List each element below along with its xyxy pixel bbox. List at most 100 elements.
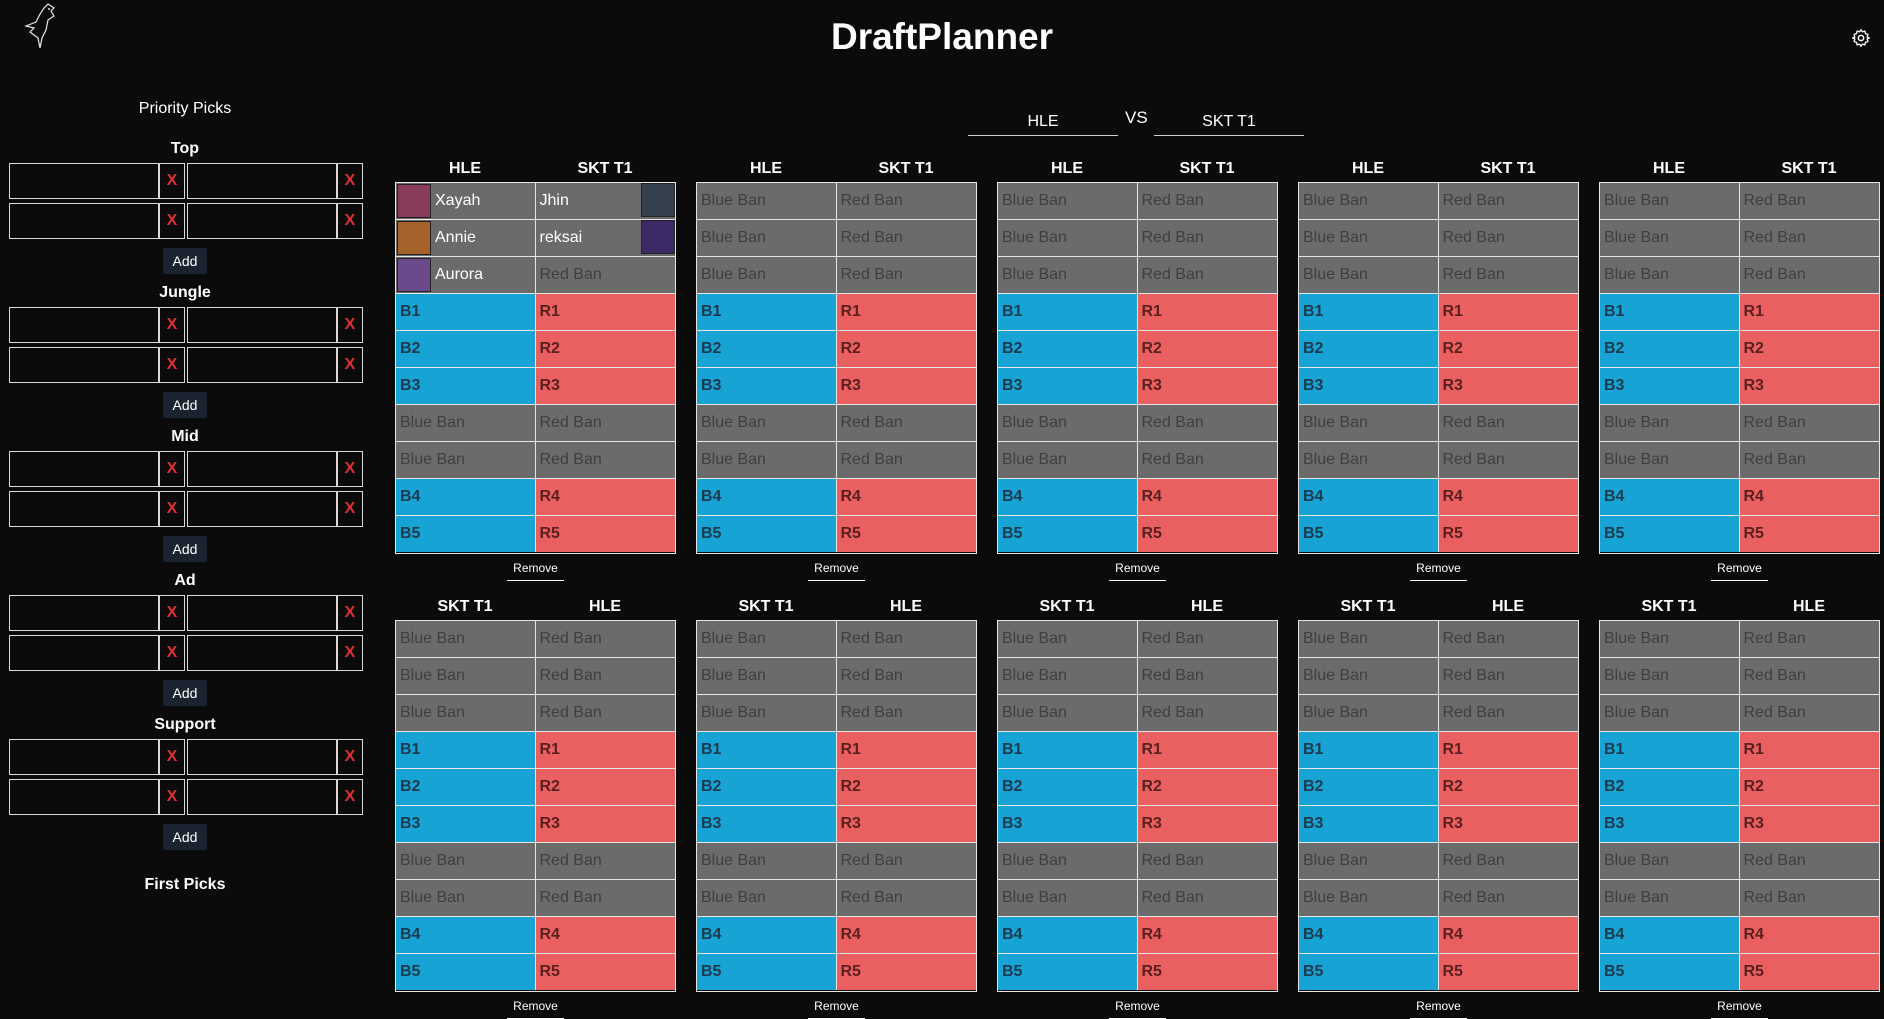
blue-pick-slot[interactable]: B2: [1299, 769, 1439, 805]
red-ban-slot[interactable]: Red Ban: [1137, 658, 1277, 694]
red-pick-slot[interactable]: R4: [1137, 479, 1277, 515]
red-pick-slot[interactable]: R1: [1137, 732, 1277, 768]
blue-ban-slot[interactable]: Blue Ban: [697, 658, 837, 694]
priority-pick-input[interactable]: [187, 491, 337, 527]
blue-ban-slot[interactable]: Blue Ban: [396, 843, 536, 879]
red-pick-slot[interactable]: R2: [1137, 331, 1277, 367]
red-ban-slot[interactable]: Red Ban: [836, 257, 976, 293]
blue-ban-slot[interactable]: Blue Ban: [1299, 405, 1439, 441]
remove-board-button[interactable]: Remove: [1711, 559, 1768, 581]
priority-pick-input[interactable]: [187, 347, 337, 383]
red-ban-slot[interactable]: Red Ban: [1739, 405, 1879, 441]
blue-ban-slot[interactable]: Blue Ban: [1600, 405, 1740, 441]
red-pick-slot[interactable]: R2: [535, 769, 675, 805]
remove-slot-button[interactable]: X: [337, 595, 363, 631]
blue-ban-slot[interactable]: Aurora: [396, 257, 536, 293]
red-pick-slot[interactable]: R4: [836, 917, 976, 953]
priority-pick-input[interactable]: [9, 163, 159, 199]
red-pick-slot[interactable]: R1: [836, 732, 976, 768]
blue-ban-slot[interactable]: Blue Ban: [998, 658, 1138, 694]
blue-ban-slot[interactable]: Blue Ban: [697, 695, 837, 731]
red-pick-slot[interactable]: R4: [1739, 479, 1879, 515]
blue-pick-slot[interactable]: B3: [396, 368, 536, 404]
red-pick-slot[interactable]: R5: [1739, 954, 1879, 990]
red-pick-slot[interactable]: R2: [1739, 769, 1879, 805]
blue-ban-slot[interactable]: Blue Ban: [396, 442, 536, 478]
blue-pick-slot[interactable]: B5: [1299, 516, 1439, 552]
priority-pick-input[interactable]: [9, 307, 159, 343]
priority-pick-input[interactable]: [187, 595, 337, 631]
blue-pick-slot[interactable]: B2: [998, 331, 1138, 367]
blue-ban-slot[interactable]: Blue Ban: [1600, 220, 1740, 256]
red-pick-slot[interactable]: R3: [535, 806, 675, 842]
red-ban-slot[interactable]: Jhin: [535, 183, 675, 219]
blue-ban-slot[interactable]: Annie: [396, 220, 536, 256]
blue-pick-slot[interactable]: B5: [697, 954, 837, 990]
blue-ban-slot[interactable]: Blue Ban: [998, 257, 1138, 293]
red-pick-slot[interactable]: R4: [836, 479, 976, 515]
red-ban-slot[interactable]: Red Ban: [535, 880, 675, 916]
red-ban-slot[interactable]: Red Ban: [1137, 257, 1277, 293]
remove-slot-button[interactable]: X: [337, 307, 363, 343]
red-pick-slot[interactable]: R2: [1438, 331, 1578, 367]
red-ban-slot[interactable]: Red Ban: [1137, 880, 1277, 916]
red-ban-slot[interactable]: Red Ban: [836, 621, 976, 657]
blue-ban-slot[interactable]: Blue Ban: [396, 695, 536, 731]
add-pick-button[interactable]: Add: [163, 248, 207, 274]
blue-ban-slot[interactable]: Blue Ban: [697, 183, 837, 219]
blue-ban-slot[interactable]: Blue Ban: [1600, 695, 1740, 731]
blue-ban-slot[interactable]: Blue Ban: [697, 880, 837, 916]
red-ban-slot[interactable]: Red Ban: [1739, 695, 1879, 731]
red-ban-slot[interactable]: Red Ban: [535, 658, 675, 694]
add-pick-button[interactable]: Add: [163, 536, 207, 562]
red-ban-slot[interactable]: Red Ban: [1739, 257, 1879, 293]
priority-pick-input[interactable]: [9, 491, 159, 527]
red-pick-slot[interactable]: R2: [535, 331, 675, 367]
red-ban-slot[interactable]: Red Ban: [1438, 442, 1578, 478]
red-pick-slot[interactable]: R2: [836, 769, 976, 805]
blue-ban-slot[interactable]: Blue Ban: [1600, 183, 1740, 219]
add-pick-button[interactable]: Add: [163, 680, 207, 706]
red-ban-slot[interactable]: Red Ban: [1739, 621, 1879, 657]
red-pick-slot[interactable]: R2: [1137, 769, 1277, 805]
red-ban-slot[interactable]: Red Ban: [1137, 405, 1277, 441]
red-ban-slot[interactable]: Red Ban: [535, 621, 675, 657]
blue-pick-slot[interactable]: B3: [998, 368, 1138, 404]
remove-slot-button[interactable]: X: [159, 307, 185, 343]
blue-pick-slot[interactable]: B4: [1600, 917, 1740, 953]
red-ban-slot[interactable]: Red Ban: [1739, 658, 1879, 694]
priority-pick-input[interactable]: [9, 779, 159, 815]
red-pick-slot[interactable]: R4: [535, 479, 675, 515]
remove-slot-button[interactable]: X: [159, 203, 185, 239]
red-pick-slot[interactable]: R1: [1739, 732, 1879, 768]
blue-pick-slot[interactable]: B1: [697, 294, 837, 330]
red-pick-slot[interactable]: R1: [1739, 294, 1879, 330]
blue-ban-slot[interactable]: Blue Ban: [396, 880, 536, 916]
blue-ban-slot[interactable]: Blue Ban: [396, 405, 536, 441]
blue-pick-slot[interactable]: B2: [998, 769, 1138, 805]
remove-slot-button[interactable]: X: [159, 739, 185, 775]
red-ban-slot[interactable]: Red Ban: [535, 695, 675, 731]
blue-pick-slot[interactable]: B1: [697, 732, 837, 768]
red-pick-slot[interactable]: R3: [1438, 368, 1578, 404]
blue-ban-slot[interactable]: Blue Ban: [697, 843, 837, 879]
blue-ban-slot[interactable]: Blue Ban: [998, 183, 1138, 219]
blue-ban-slot[interactable]: Blue Ban: [1600, 621, 1740, 657]
blue-ban-slot[interactable]: Blue Ban: [1299, 257, 1439, 293]
priority-pick-input[interactable]: [9, 203, 159, 239]
remove-slot-button[interactable]: X: [159, 163, 185, 199]
red-ban-slot[interactable]: reksai: [535, 220, 675, 256]
blue-pick-slot[interactable]: B5: [998, 516, 1138, 552]
gear-icon[interactable]: [1851, 28, 1871, 48]
remove-slot-button[interactable]: X: [337, 347, 363, 383]
red-pick-slot[interactable]: R1: [535, 294, 675, 330]
red-pick-slot[interactable]: R2: [836, 331, 976, 367]
blue-ban-slot[interactable]: Blue Ban: [697, 220, 837, 256]
remove-board-button[interactable]: Remove: [507, 997, 564, 1019]
red-pick-slot[interactable]: R1: [535, 732, 675, 768]
blue-pick-slot[interactable]: B4: [998, 479, 1138, 515]
blue-pick-slot[interactable]: B2: [697, 769, 837, 805]
priority-pick-input[interactable]: [187, 163, 337, 199]
red-pick-slot[interactable]: R1: [1438, 732, 1578, 768]
red-ban-slot[interactable]: Red Ban: [1137, 183, 1277, 219]
